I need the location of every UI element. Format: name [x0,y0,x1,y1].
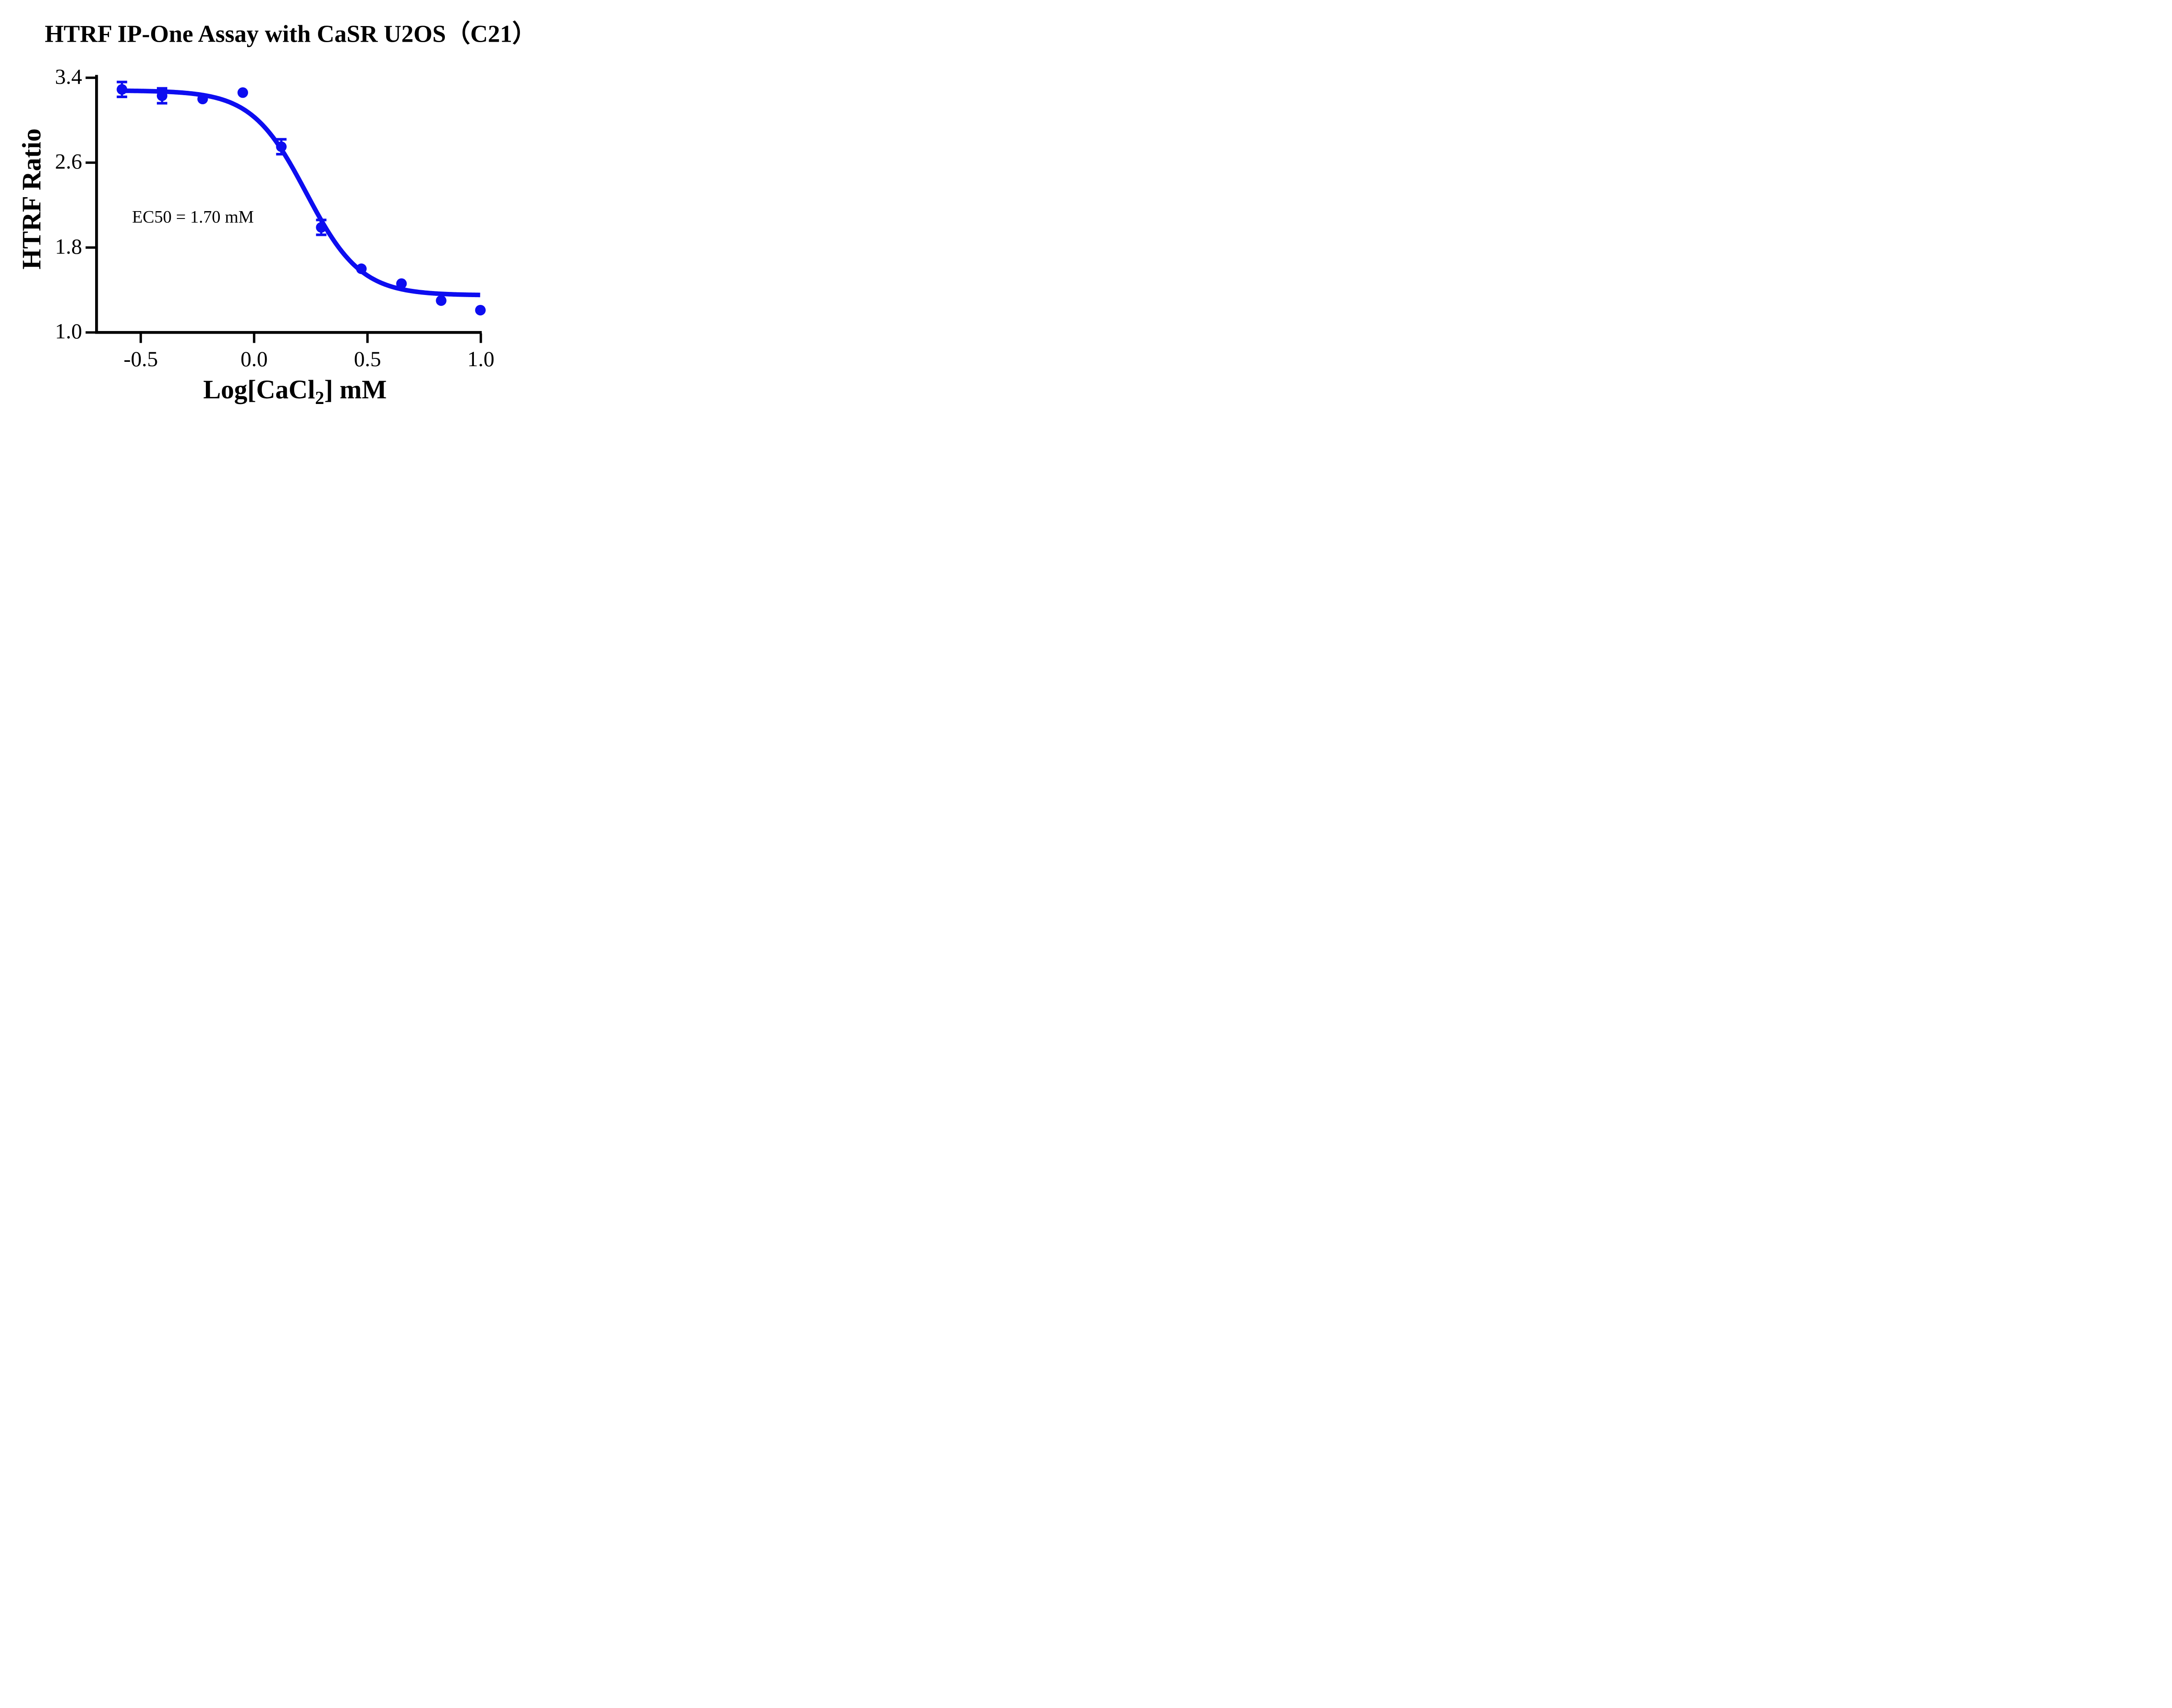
x-axis-title-subscript: 2 [315,388,324,409]
x-tick-mark [480,333,482,343]
chart-title: HTRF IP-One Assay with CaSR U2OS（C21） [44,20,537,48]
y-tick-label: 1.8 [55,234,83,258]
x-tick-label: 1.0 [467,347,495,371]
y-tick-mark [86,331,95,334]
x-tick-label: 0.0 [240,347,268,371]
error-bar-cap-bottom [116,95,127,98]
error-bar-cap-top [316,218,327,222]
x-tick-mark [139,333,142,343]
error-bar-cap-bottom [276,152,287,156]
x-tick-label: 0.5 [354,347,381,371]
figure-htrf-ipone-assay: HTRF IP-One Assay with CaSR U2OS（C21） HT… [0,0,562,427]
fitted-curve [122,88,480,298]
y-tick-label: 1.0 [55,319,83,344]
y-axis-line [95,75,98,334]
data-point [396,278,407,289]
y-tick-mark [86,76,95,79]
x-axis-title-suffix: ] mM [324,375,387,404]
error-bar-cap-bottom [157,102,168,105]
ec50-annotation: EC50 = 1.70 mM [132,207,254,227]
x-tick-label: -0.5 [123,347,158,371]
chart-canvas [86,75,486,343]
error-bar-cap-top [157,87,168,90]
y-tick-label: 2.6 [55,149,83,174]
data-point [276,141,287,152]
x-axis-title: Log[CaCl2] mM [203,375,387,409]
y-tick-mark [86,161,95,164]
data-point [156,90,168,101]
data-point [436,295,447,306]
y-tick-label: 3.4 [55,64,83,89]
data-point [316,222,327,233]
error-bar-cap-top [116,80,127,83]
data-point [237,87,248,98]
y-tick-mark [86,246,95,249]
x-tick-mark [253,333,255,343]
error-bar-cap-bottom [316,233,327,236]
x-axis-title-prefix: Log[CaCl [203,375,315,404]
data-point [197,93,208,105]
data-point [356,263,367,274]
x-axis-line [95,331,482,334]
x-tick-mark [366,333,369,343]
error-bar-cap-top [276,138,287,141]
data-point [116,84,127,95]
data-point [475,305,486,316]
